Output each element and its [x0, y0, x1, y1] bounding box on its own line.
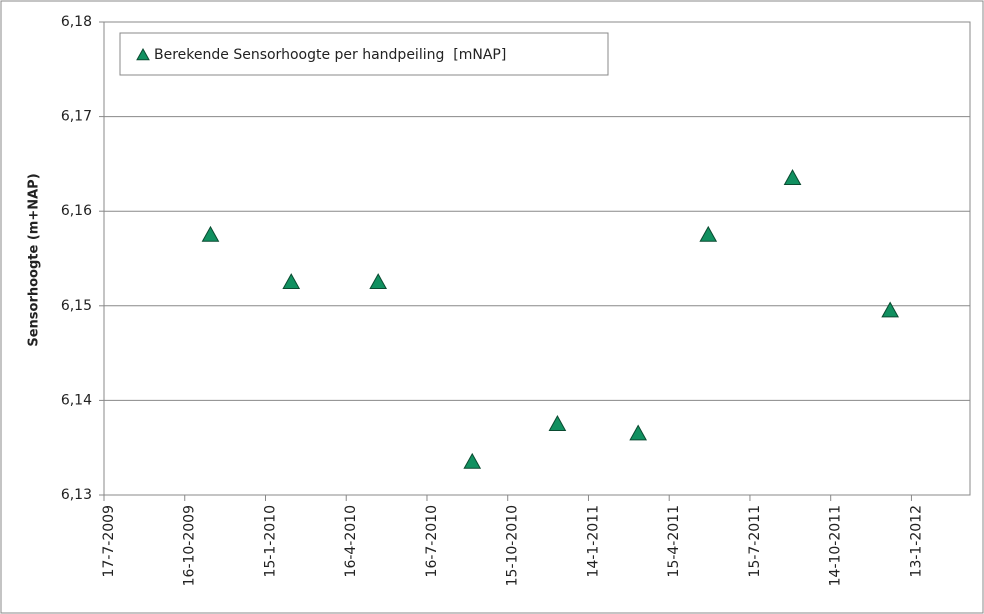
y-tick-label: 6,16 [61, 203, 92, 219]
x-tick-label: 15-10-2010 [505, 505, 521, 586]
data-point [201, 225, 220, 242]
data-point [629, 424, 648, 441]
x-tick-label: 14-1-2011 [585, 505, 601, 577]
data-point [548, 415, 567, 431]
x-tick-label: 15-1-2010 [262, 505, 278, 577]
legend-marker [136, 47, 150, 61]
data-point [783, 169, 802, 185]
y-axis-label: Sensorhoogte (m+NAP) [27, 173, 42, 346]
y-tick-label: 6,17 [61, 109, 92, 125]
data-point [369, 273, 388, 290]
y-tick-label: 6,14 [61, 392, 92, 408]
legend-label: Berekende Sensorhoogte per handpeiling [… [154, 47, 506, 63]
x-tick-label: 16-4-2010 [343, 505, 359, 577]
x-tick-label: 16-7-2010 [424, 505, 440, 577]
x-tick-label: 15-4-2011 [666, 505, 682, 577]
x-tick-label: 13-1-2012 [908, 505, 924, 577]
y-tick-label: 6,13 [61, 487, 92, 503]
data-point [881, 301, 899, 318]
data-point [699, 225, 718, 242]
x-tick-label: 15-7-2011 [747, 505, 763, 577]
x-tick-label: 16-10-2009 [182, 505, 198, 586]
y-tick-label: 6,15 [61, 298, 92, 314]
data-point [463, 452, 482, 469]
data-point [282, 273, 301, 290]
legend-box [119, 32, 609, 76]
x-tick-label: 14-10-2011 [828, 505, 844, 586]
y-tick-label: 6,18 [61, 14, 92, 30]
x-tick-label: 17-7-2009 [101, 505, 117, 577]
